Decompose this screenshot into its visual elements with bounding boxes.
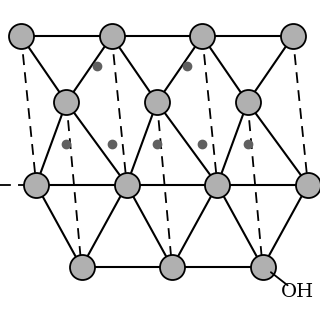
Text: OH: OH: [281, 283, 314, 301]
